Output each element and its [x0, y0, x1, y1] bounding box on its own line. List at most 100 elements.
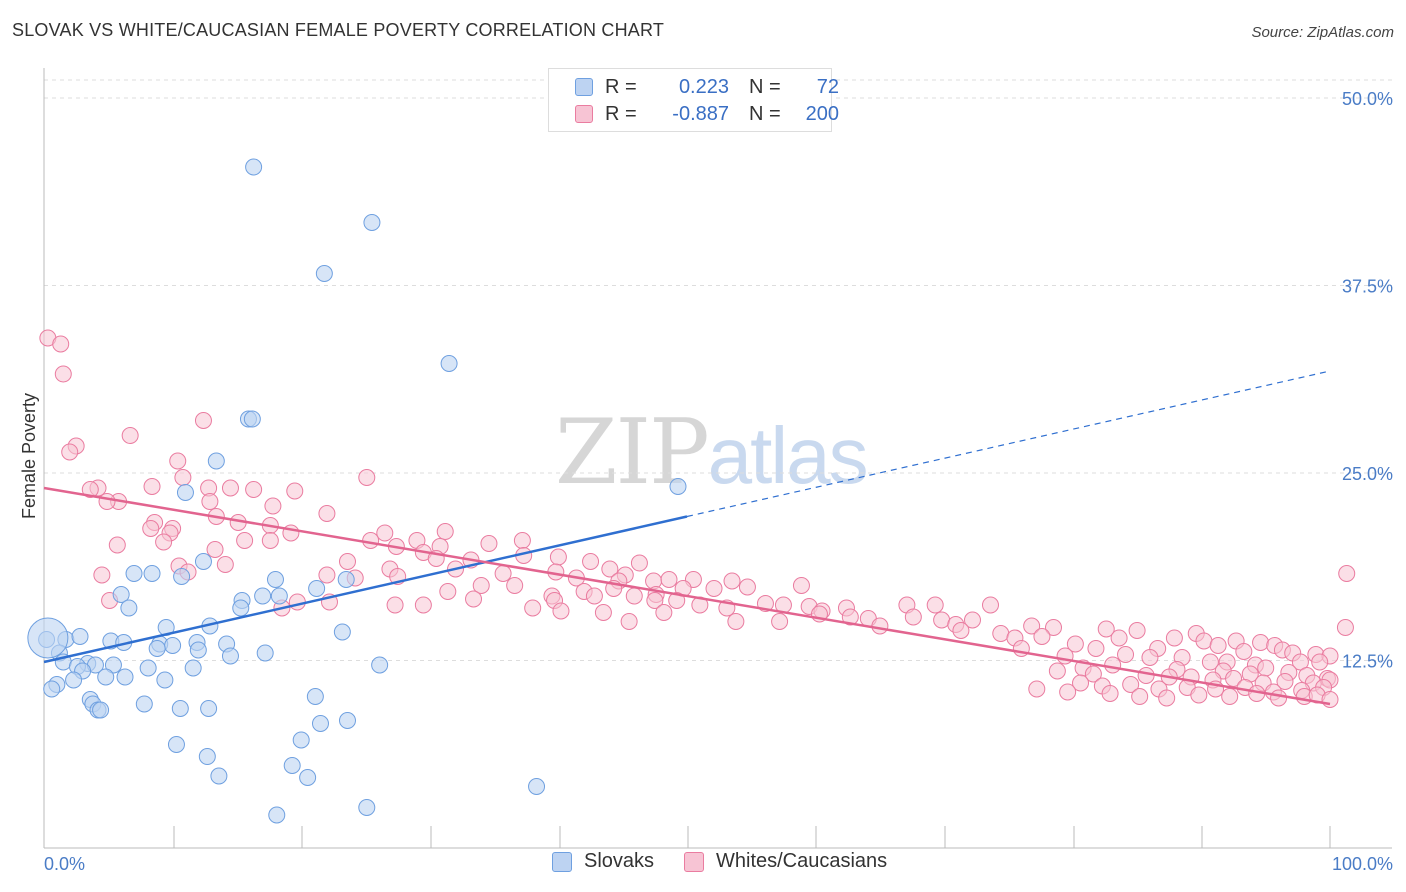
data-point-white: [376, 524, 394, 542]
data-point-white: [338, 553, 356, 570]
data-point-slovak: [292, 731, 310, 749]
data-point-white: [933, 611, 951, 629]
y-tick-label: 25.0%: [1342, 464, 1393, 484]
legend: R = 0.223 N = 72 R = -0.887 N = 200: [548, 68, 839, 132]
data-point-white: [201, 493, 219, 510]
data-point-slovak: [669, 478, 687, 495]
data-point-white: [1117, 646, 1135, 663]
data-point-white: [143, 478, 161, 495]
data-point-slovak: [167, 736, 185, 753]
data-point-white: [963, 611, 981, 629]
data-point-white: [216, 556, 234, 573]
data-point-white: [1122, 676, 1140, 693]
data-point-slovak: [308, 580, 326, 597]
data-point-slovak: [65, 671, 83, 689]
data-point-white: [1225, 670, 1243, 687]
data-point-slovak: [176, 484, 194, 501]
data-point-white: [1048, 662, 1066, 680]
data-point-white: [620, 613, 638, 630]
data-point-slovak: [135, 695, 153, 713]
x-tick-label: 100.0%: [1332, 854, 1393, 874]
data-point-slovak: [358, 799, 376, 816]
source-label: Source: ZipAtlas.com: [1251, 24, 1394, 41]
data-point-white: [1270, 689, 1288, 707]
data-point-white: [54, 365, 72, 383]
data-point-slovak: [92, 701, 110, 719]
data-point-white: [1209, 637, 1227, 654]
data-point-white: [1252, 634, 1270, 651]
data-point-slovak: [283, 757, 301, 774]
legend-n-value: 200: [805, 102, 839, 125]
data-point-slovak: [156, 671, 174, 689]
data-point-slovak: [194, 553, 212, 570]
data-point-slovak: [43, 680, 61, 698]
chart-title: SLOVAK VS WHITE/CAUCASIAN FEMALE POVERTY…: [12, 20, 665, 40]
y-tick-label: 12.5%: [1342, 652, 1393, 672]
bottom-legend-swatch-slovak: [552, 851, 572, 872]
legend-r-label: R =: [605, 102, 637, 125]
data-point-white: [121, 427, 139, 444]
data-point-white: [513, 532, 531, 549]
data-point-white: [1066, 635, 1084, 653]
data-point-white: [981, 596, 999, 614]
data-point-white: [705, 580, 723, 597]
watermark-atlas: atlas: [707, 411, 869, 500]
data-point-white: [668, 592, 686, 609]
data-point-white: [738, 578, 756, 596]
data-point-white: [81, 481, 99, 498]
slovak-points: [27, 158, 687, 824]
data-point-slovak: [221, 647, 239, 665]
data-point-white: [358, 469, 376, 486]
data-point-white: [1321, 691, 1339, 708]
legend-r-label: R =: [605, 75, 637, 98]
data-point-white: [52, 335, 70, 353]
data-point-white: [792, 577, 810, 594]
data-point-white: [494, 565, 512, 582]
data-point-white: [585, 587, 603, 605]
data-point-white: [362, 532, 380, 549]
data-point-white: [655, 604, 673, 621]
data-point-slovak: [171, 700, 189, 717]
data-point-white: [1336, 619, 1354, 636]
white-points: [39, 329, 1356, 708]
data-point-white: [472, 577, 490, 594]
data-point-slovak: [210, 767, 228, 785]
data-point-white: [871, 617, 889, 635]
data-point-white: [1190, 686, 1208, 704]
data-point-white: [727, 613, 745, 630]
data-point-white: [601, 560, 619, 578]
legend-r-value: -0.887: [672, 102, 729, 125]
data-point-white: [582, 553, 600, 570]
data-point-slovak: [148, 640, 166, 657]
data-point-white: [1110, 629, 1128, 647]
data-point-slovak: [104, 656, 122, 674]
y-tick-label: 50.0%: [1342, 89, 1393, 109]
tick-labels: 12.5% 25.0% 37.5% 50.0% 0.0% 100.0% Female Pov…: [19, 89, 1393, 874]
axes: [43, 68, 1392, 849]
bottom-legend-white-label: Whites/Caucasians: [716, 850, 888, 872]
data-point-white: [169, 452, 187, 470]
legend-n-value: 72: [816, 75, 839, 98]
bottom-legend-white: Whites/Caucasians: [684, 850, 887, 873]
data-point-white: [1128, 622, 1146, 639]
data-point-white: [1097, 620, 1115, 638]
data-point-white: [904, 608, 922, 626]
legend-row-white: R = -0.887 N = 200: [575, 101, 839, 127]
legend-swatch-white: [575, 105, 593, 123]
data-point-white: [506, 577, 524, 594]
data-point-white: [771, 613, 789, 630]
data-point-white: [1257, 659, 1275, 677]
data-point-white: [1235, 643, 1253, 660]
y-axis-title: Female Poverty: [19, 393, 39, 519]
data-point-white: [1084, 665, 1102, 683]
data-point-slovak: [27, 617, 69, 659]
data-point-slovak: [71, 628, 89, 645]
bottom-legend-slovak-label: Slovaks: [584, 850, 655, 872]
data-point-white: [465, 590, 483, 608]
data-point-white: [1165, 629, 1183, 647]
data-point-white: [1158, 689, 1176, 707]
bottom-legend: Slovaks Whites/Caucasians: [0, 850, 1406, 878]
data-point-white: [206, 541, 224, 558]
data-point-white: [98, 493, 116, 510]
legend-swatch-slovak: [575, 78, 593, 96]
